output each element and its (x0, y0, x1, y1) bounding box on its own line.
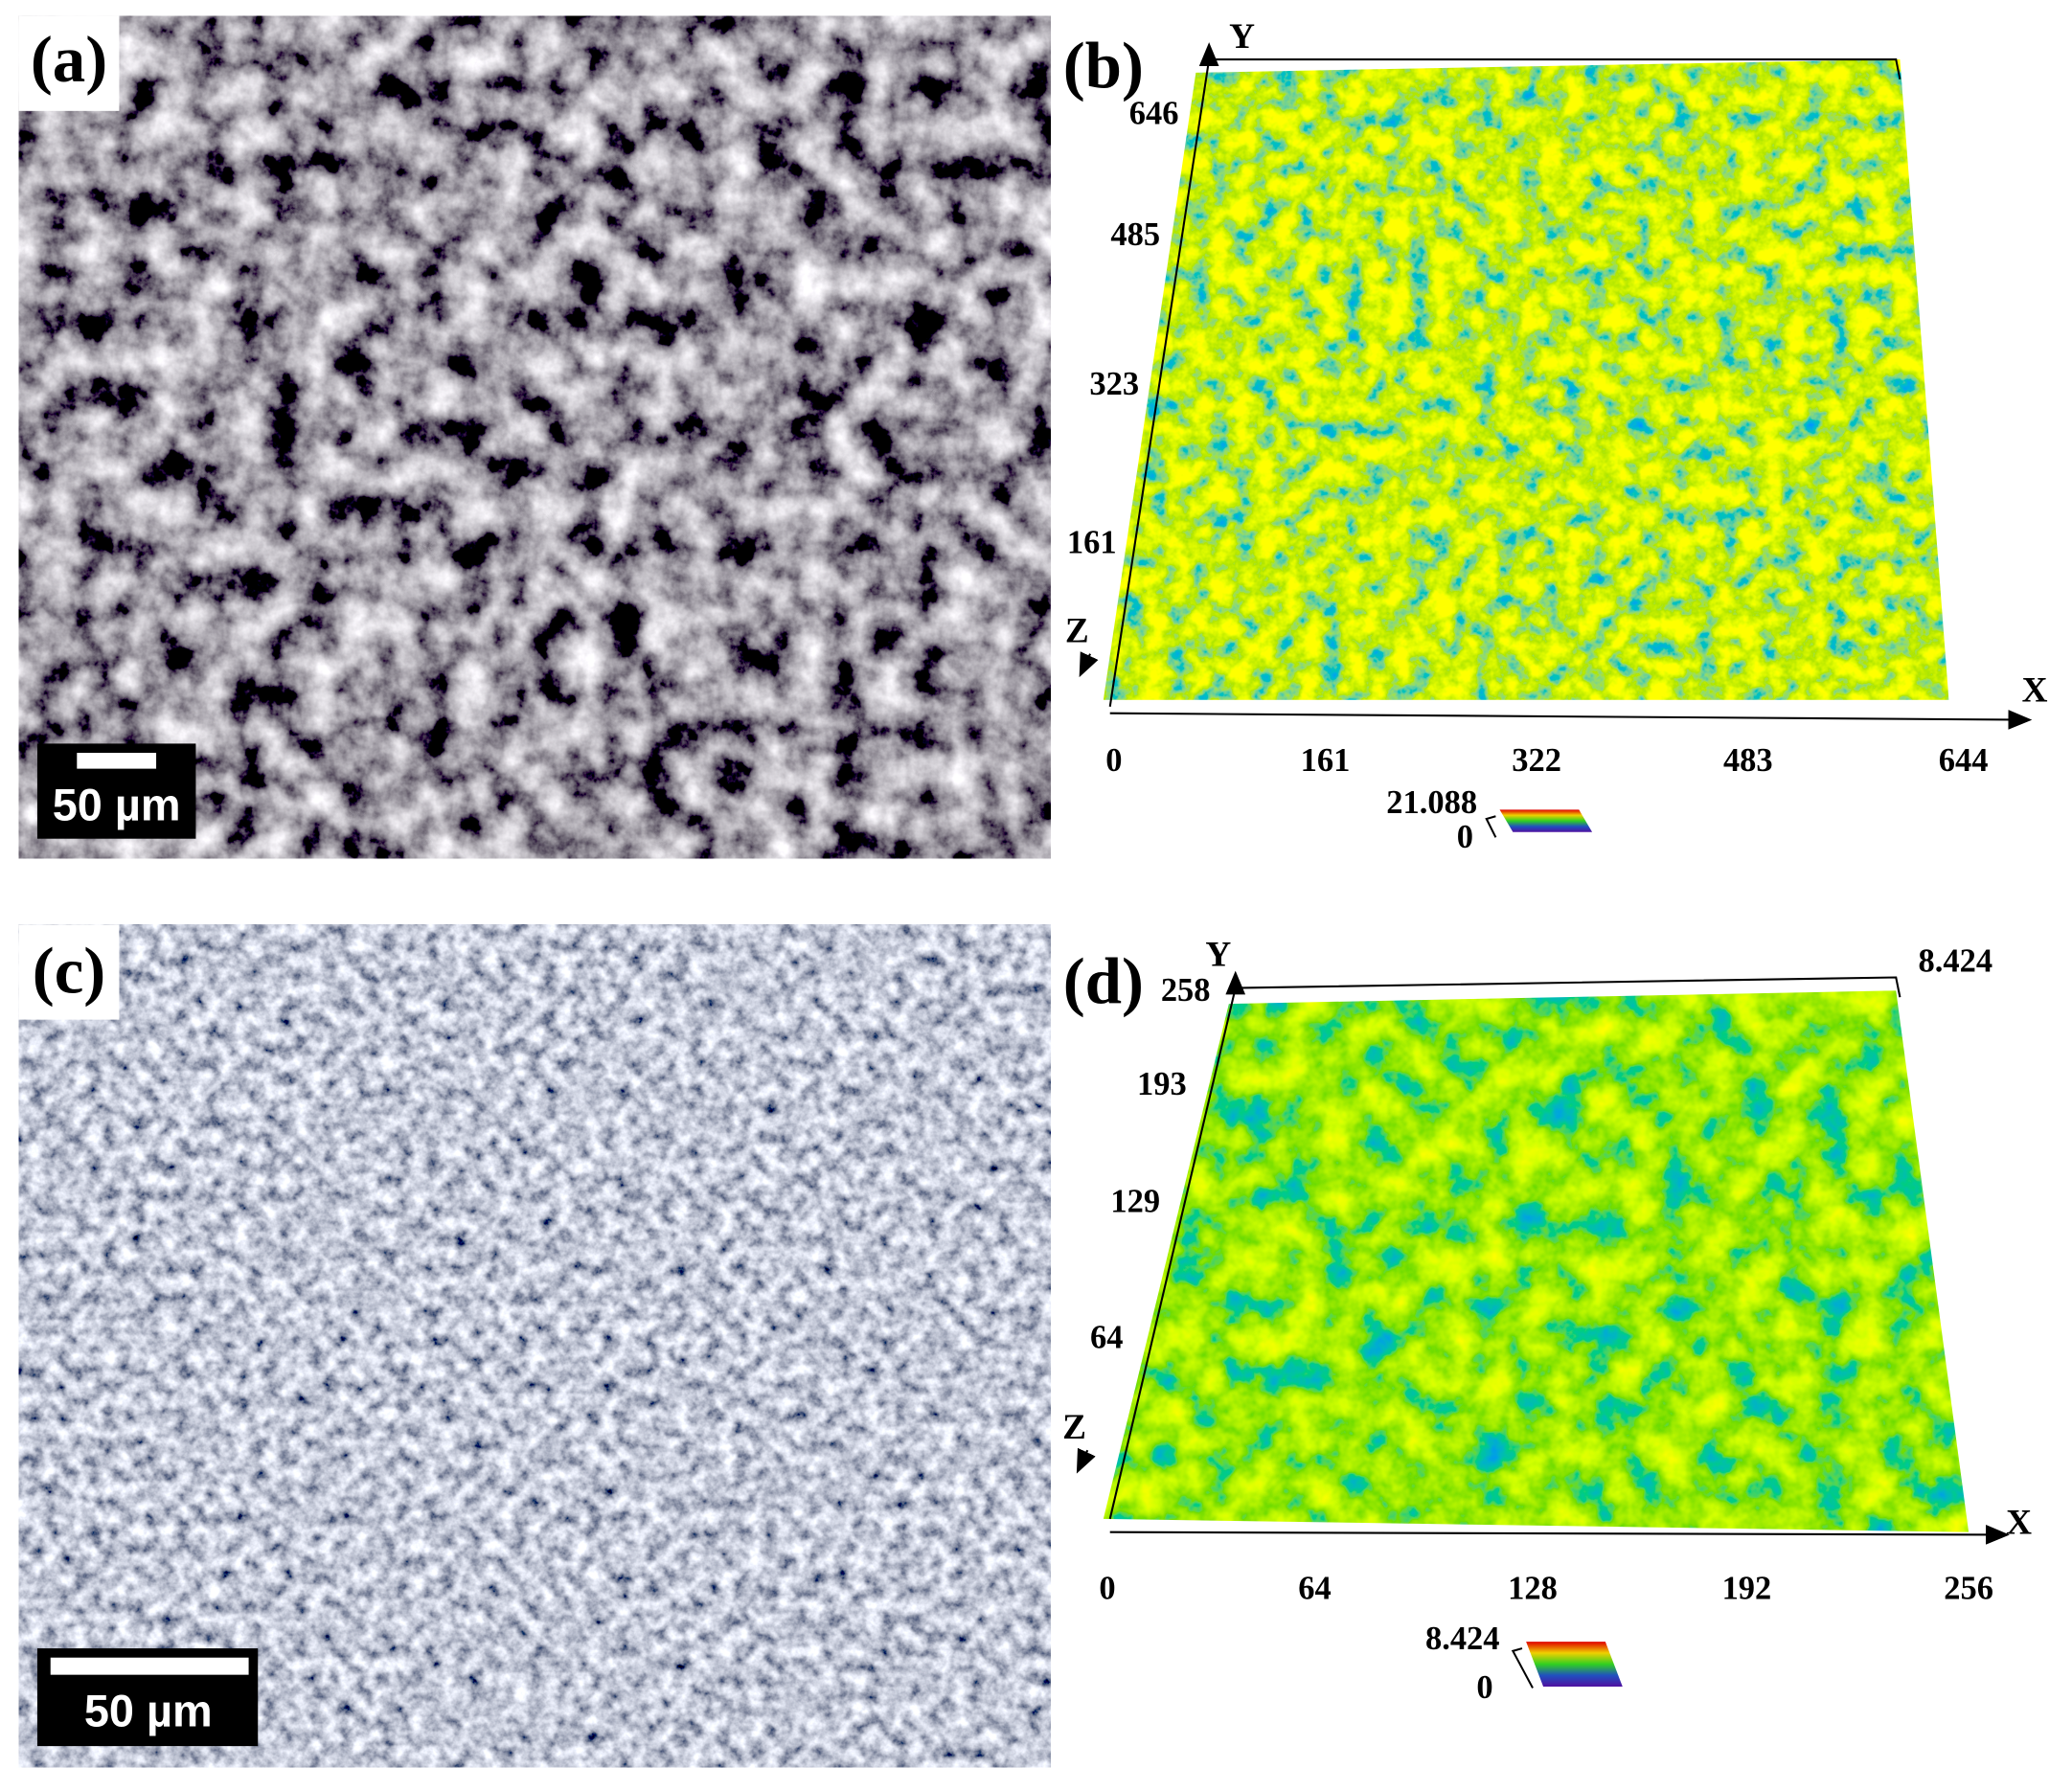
micrograph (18, 924, 1051, 1768)
axis-label: Y (1205, 935, 1231, 974)
x-tick-label: 322 (1512, 742, 1561, 779)
label-box (18, 924, 120, 1020)
axis-label: Z (1065, 611, 1089, 650)
colorbar-min: 0 (1457, 819, 1473, 855)
axis-label: Z (1062, 1408, 1086, 1447)
colorbar (1526, 1642, 1623, 1688)
y-tick-label: 161 (1067, 524, 1117, 560)
label-box (18, 15, 120, 111)
x-tick-label: 483 (1723, 742, 1773, 779)
panel-label: (a) (31, 23, 107, 96)
x-tick-label: 644 (1939, 742, 1989, 779)
scale-bar-label: 50 µm (53, 780, 181, 829)
panel-label: (c) (33, 934, 106, 1007)
scale-bar (36, 743, 259, 1747)
micrograph (18, 15, 1051, 859)
surface-plot (1103, 990, 1970, 1532)
x-tick-label: 64 (1298, 1571, 1331, 1607)
colorbar-min: 0 (1476, 1669, 1492, 1706)
y-tick-label: 129 (1110, 1184, 1160, 1220)
axis-label: X (2022, 671, 2048, 711)
y-tick-label: 646 (1129, 95, 1179, 131)
panel-label: (b) (1063, 30, 1144, 102)
axis-label: Y (1229, 17, 1255, 57)
x-tick-label: 256 (1944, 1571, 1993, 1607)
x-tick-label: 0 (1099, 1571, 1115, 1607)
y-tick-label: 64 (1090, 1320, 1123, 1356)
y-tick-label: 193 (1137, 1066, 1187, 1102)
colorbar-max: 8.424 (1425, 1621, 1500, 1657)
panel-label: (d) (1063, 944, 1144, 1017)
x-tick-label: 161 (1301, 742, 1351, 779)
y-tick-label: 485 (1110, 216, 1160, 253)
colorbar-max: 21.088 (1386, 784, 1477, 821)
x-tick-label: 192 (1722, 1571, 1772, 1607)
colorbar (1499, 809, 1593, 832)
y-tick-label: 258 (1161, 972, 1211, 1009)
scale-bar-label: 50 µm (84, 1686, 213, 1735)
z-max-label: 8.424 (1919, 943, 1993, 980)
x-tick-label: 0 (1105, 742, 1122, 779)
plot-frame (1076, 42, 2033, 1689)
y-tick-label: 323 (1089, 366, 1139, 402)
surface-plot (1103, 59, 1949, 700)
axis-label: X (2006, 1503, 2032, 1542)
x-tick-label: 128 (1508, 1571, 1558, 1607)
